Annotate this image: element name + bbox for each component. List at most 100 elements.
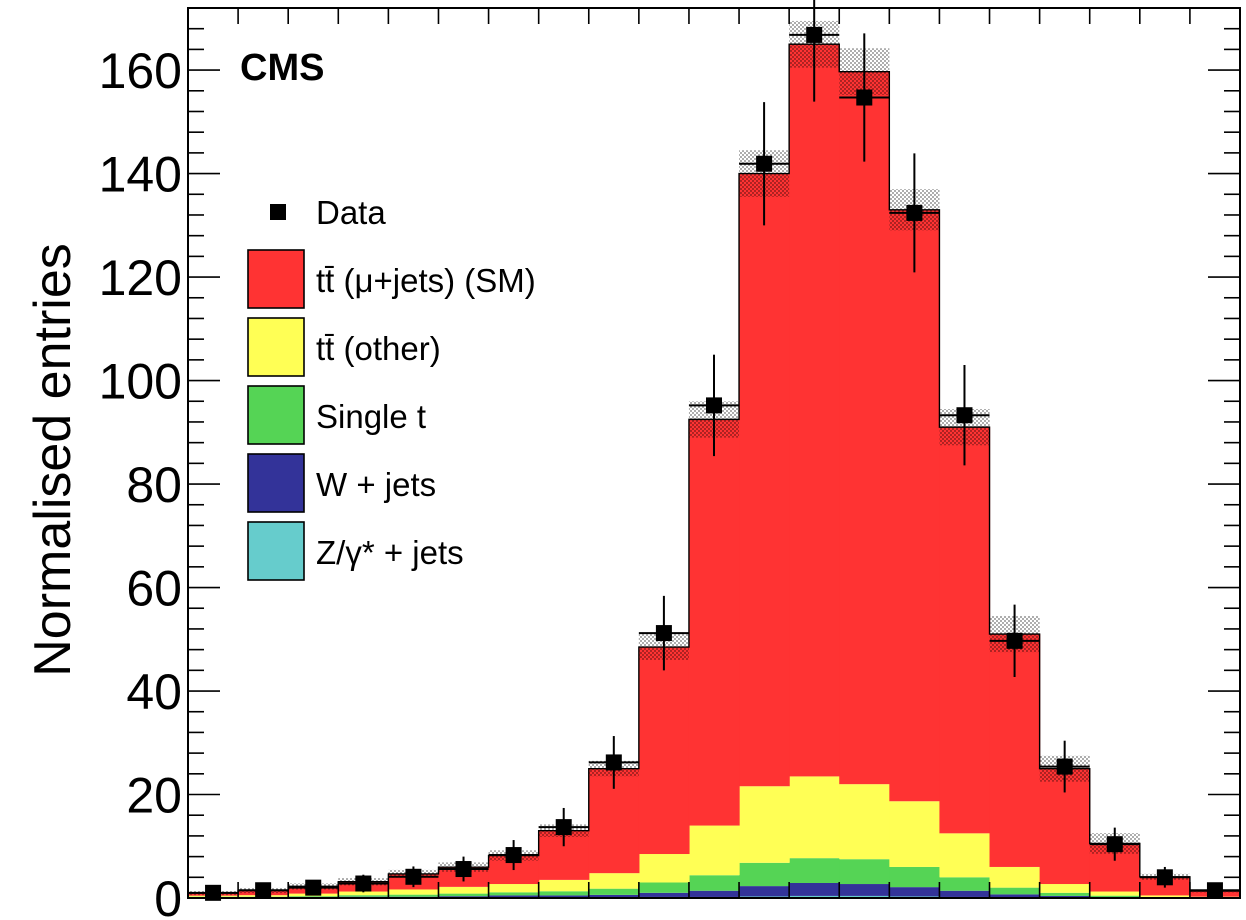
data-marker xyxy=(906,204,923,221)
legend-item-5: W + jets xyxy=(247,453,436,513)
bar-4-bin-15 xyxy=(889,801,941,867)
legend-label: Single t xyxy=(316,398,426,435)
bar-2-bin-18 xyxy=(1039,895,1091,898)
y-tick-label: 160 xyxy=(99,43,182,99)
bar-3-bin-7 xyxy=(488,892,540,896)
data-point-1 xyxy=(188,884,239,901)
bar-4-bin-10 xyxy=(638,854,690,883)
bar-4-bin-18 xyxy=(1039,884,1091,893)
bar-4-bin-14 xyxy=(839,784,890,860)
legend-label: W + jets xyxy=(316,466,436,503)
bar-3-bin-16 xyxy=(939,877,991,891)
data-marker xyxy=(706,397,722,414)
bar-3-bin-13 xyxy=(789,858,840,883)
plot-frame xyxy=(187,7,1241,899)
bar-5-bin-15 xyxy=(889,209,941,802)
legend-item-2: tt̄ (μ+jets) (SM) xyxy=(247,249,536,309)
legend-label: tt̄ (μ+jets) (SM) xyxy=(316,262,536,299)
bar-3-bin-8 xyxy=(538,891,590,896)
legend-swatch xyxy=(247,249,305,309)
bar-3-bin-11 xyxy=(688,875,740,891)
bar-5-bin-14 xyxy=(839,71,890,785)
legend-item-4: Single t xyxy=(247,385,426,445)
bar-4-bin-9 xyxy=(588,873,640,889)
bar-5-bin-16 xyxy=(939,427,991,834)
legend-swatch xyxy=(247,453,305,513)
bar-4-bin-4 xyxy=(338,891,389,896)
y-tick-label: 40 xyxy=(126,664,182,720)
stacked-bars xyxy=(187,43,1241,898)
y-axis-label: Normalised entries xyxy=(24,243,82,677)
bar-2-bin-14 xyxy=(839,884,890,896)
y-tick-label: 20 xyxy=(126,768,182,824)
data-point-12 xyxy=(739,102,790,226)
data-marker xyxy=(205,884,222,901)
legend-label: Data xyxy=(316,194,386,231)
legend-swatch xyxy=(247,317,305,377)
data-point-8 xyxy=(538,807,589,847)
data-marker xyxy=(1206,882,1223,899)
bar-2-bin-17 xyxy=(989,894,1041,898)
data-point-2 xyxy=(238,882,289,899)
data-marker xyxy=(505,847,522,864)
data-point-18 xyxy=(1039,740,1090,793)
bar-3-bin-10 xyxy=(638,882,690,893)
bar-3-bin-4 xyxy=(338,895,389,897)
data-marker xyxy=(1056,758,1073,775)
data-point-16 xyxy=(939,365,990,466)
bar-2-bin-12 xyxy=(739,886,790,897)
legend-item-6: Z/γ* + jets xyxy=(247,521,464,581)
bar-2-bin-9 xyxy=(588,894,640,898)
bar-3-bin-18 xyxy=(1039,892,1091,896)
data-marker xyxy=(655,625,672,642)
bar-4-bin-16 xyxy=(939,833,991,878)
data-point-4 xyxy=(338,874,389,893)
data-marker xyxy=(956,407,973,424)
data-marker xyxy=(806,26,823,43)
y-tick-label: 120 xyxy=(99,250,182,306)
bar-2-bin-15 xyxy=(889,887,941,897)
data-marker xyxy=(405,868,422,885)
data-point-9 xyxy=(588,736,639,789)
data-point-17 xyxy=(989,604,1040,678)
y-tick-label: 80 xyxy=(126,457,182,513)
y-tick-label: 60 xyxy=(126,561,182,617)
data-marker xyxy=(856,89,873,106)
bar-4-bin-11 xyxy=(688,825,740,876)
data-marker xyxy=(1156,869,1173,886)
legend-marker-data xyxy=(270,204,286,220)
legend-swatch xyxy=(247,521,305,581)
data-point-13 xyxy=(789,0,840,102)
bar-4-bin-20 xyxy=(1139,895,1191,897)
legend: Data tt̄ (μ+jets) (SM) tt̄ (other) Single t… xyxy=(247,194,536,581)
legend-label: Z/γ* + jets xyxy=(316,534,464,571)
bar-4-bin-6 xyxy=(438,886,490,894)
data-point-20 xyxy=(1139,866,1190,888)
data-point-3 xyxy=(288,879,339,896)
bar-5-bin-12 xyxy=(739,173,790,787)
bar-1-bin-13 xyxy=(789,895,840,898)
bar-2-bin-10 xyxy=(638,892,690,897)
bar-2-bin-11 xyxy=(688,890,740,897)
bar-2-bin-6 xyxy=(438,896,490,898)
data-marker xyxy=(305,879,322,896)
bar-3-bin-15 xyxy=(889,866,941,888)
bar-3-bin-6 xyxy=(438,893,490,897)
data-point-15 xyxy=(889,153,940,273)
bar-5-bin-13 xyxy=(789,44,840,777)
data-point-21 xyxy=(1189,882,1240,899)
bar-3-bin-19 xyxy=(1089,895,1141,898)
data-point-10 xyxy=(638,595,689,671)
bar-2-bin-8 xyxy=(538,895,590,898)
legend-swatch xyxy=(247,385,305,445)
data-point-7 xyxy=(488,840,539,871)
bar-5-bin-10 xyxy=(638,647,690,855)
data-point-5 xyxy=(388,866,439,888)
data-marker xyxy=(455,861,472,878)
bar-2-bin-16 xyxy=(939,890,991,897)
bar-3-bin-5 xyxy=(388,894,440,897)
data-point-11 xyxy=(688,354,740,457)
data-marker xyxy=(756,155,773,172)
bar-3-bin-3 xyxy=(288,896,339,898)
